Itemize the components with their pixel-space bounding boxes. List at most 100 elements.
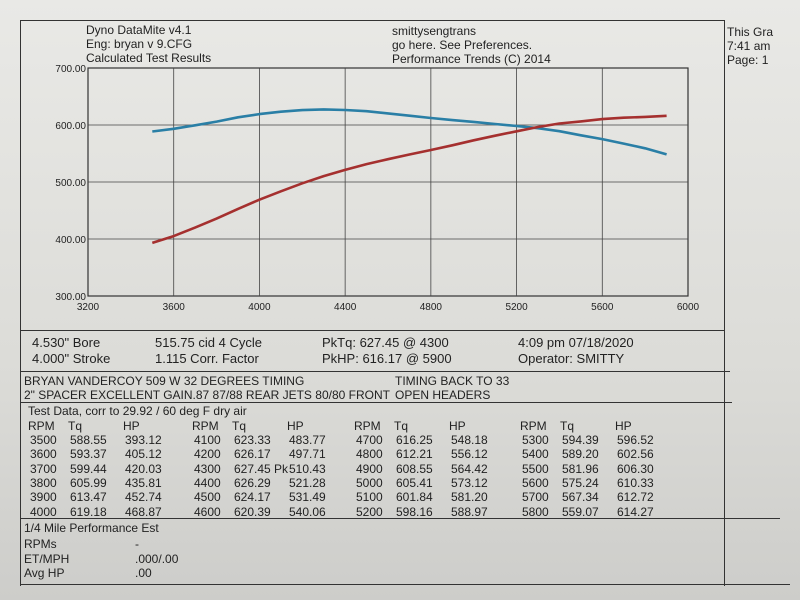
qm-value: .00	[135, 566, 152, 580]
torque-cell: 624.17	[234, 490, 271, 505]
column-header: Tq	[560, 419, 575, 433]
hp-cell: 452.74	[125, 490, 162, 505]
torque-cell: 588.55	[70, 433, 107, 447]
bore: 4.530" Bore	[32, 335, 101, 350]
y-tick-label: 400.00	[55, 235, 86, 246]
torque-cell: 605.41	[396, 475, 433, 490]
column-header: RPM	[354, 419, 381, 433]
rpm-cell: 5200	[356, 504, 383, 519]
hp-cell: 497.71	[289, 447, 326, 462]
divider	[20, 402, 732, 403]
torque-cell: 567.34	[562, 490, 599, 505]
rpm-cell: 5700	[522, 490, 549, 505]
hp-cell: 531.49	[289, 490, 326, 505]
x-tick-label: 6000	[677, 302, 700, 313]
hp-cell: 483.77	[289, 433, 326, 447]
rpm-cell: 4600	[194, 504, 221, 519]
torque-cell: 593.37	[70, 447, 107, 462]
hp-cell: 521.28	[289, 475, 326, 490]
torque-cell: 608.55	[396, 461, 433, 476]
note-line: BRYAN VANDERCOY 509 W 32 DEGREES TIMING	[24, 374, 305, 388]
hp-cell: 540.06	[289, 504, 326, 519]
rpm-cell: 4100	[194, 433, 221, 447]
torque-cell: 626.29	[234, 475, 271, 490]
header-line: Dyno DataMite v4.1	[86, 23, 192, 37]
hp-cell: 610.33	[617, 475, 654, 490]
hp-cell: 614.27	[617, 504, 654, 519]
x-tick-label: 5600	[591, 302, 614, 313]
test-data-title: Test Data, corr to 29.92 / 60 deg F dry …	[28, 404, 247, 418]
peak-torque: PkTq: 627.45 @ 4300	[322, 335, 449, 350]
hp-cell: 548.18	[451, 433, 488, 447]
y-tick-label: 700.00	[55, 64, 86, 75]
torque-cell: 589.20	[562, 447, 599, 462]
rpm-cell: 3600	[30, 447, 57, 462]
column-header: RPM	[192, 419, 219, 433]
rpm-cell: 3700	[30, 461, 57, 476]
divider	[20, 330, 725, 331]
torque-cell: 594.39	[562, 433, 599, 447]
hp-cell: 612.72	[617, 490, 654, 505]
rpm-cell: 3800	[30, 475, 57, 490]
torque-cell: 626.17	[234, 447, 271, 462]
torque-cell: 616.25	[396, 433, 433, 447]
qm-value: .000/.00	[135, 552, 179, 566]
hp-cell: 468.87	[125, 504, 162, 519]
hp-cell: 435.81	[125, 475, 162, 490]
hp-cell: 510.43	[289, 461, 326, 476]
rpm-cell: 4500	[194, 490, 221, 505]
header-line: Page: 1	[727, 53, 769, 67]
datetime: 4:09 pm 07/18/2020	[518, 335, 634, 350]
header-line: Calculated Test Results	[86, 51, 212, 65]
y-tick-label: 500.00	[55, 178, 86, 189]
header-line: Eng: bryan v 9.CFG	[86, 37, 193, 51]
x-tick-label: 3200	[77, 302, 100, 313]
displacement: 515.75 cid 4 Cycle	[155, 335, 262, 350]
quarter-mile-title: 1/4 Mile Performance Est	[24, 521, 159, 535]
rpm-cell: 5600	[522, 475, 549, 490]
dyno-chart: 3200 3600 4000 4400 4800 5200 5600 6000 300.00 40…	[55, 64, 700, 313]
header-line: smittysengtrans	[392, 24, 477, 38]
hp-cell: 573.12	[451, 475, 488, 490]
header-line: 7:41 am	[727, 39, 771, 53]
column-header: Tq	[394, 419, 409, 433]
torque-cell: 612.21	[396, 447, 433, 462]
qm-label: ET/MPH	[24, 552, 70, 566]
hp-cell: 420.03	[125, 461, 162, 476]
header-line: Performance Trends (C) 2014	[392, 52, 551, 66]
y-tick-label: 600.00	[55, 121, 86, 132]
rpm-cell: 4800	[356, 447, 383, 462]
column-header: HP	[449, 419, 466, 433]
hp-cell: 564.42	[451, 461, 488, 476]
torque-cell: 581.96	[562, 461, 599, 476]
column-header: HP	[287, 419, 304, 433]
hp-cell: 588.97	[451, 504, 488, 519]
rpm-cell: 5100	[356, 490, 383, 505]
rpm-cell: 4900	[356, 461, 383, 476]
x-tick-label: 3600	[163, 302, 186, 313]
rpm-cell: 4700	[356, 433, 383, 447]
torque-line	[152, 108, 667, 156]
column-header: RPM	[520, 419, 547, 433]
divider	[20, 371, 730, 372]
header-line: go here. See Preferences.	[392, 38, 533, 52]
column-header: Tq	[232, 419, 247, 433]
torque-cell: 559.07	[562, 504, 599, 519]
column-header: Tq	[68, 419, 83, 433]
column-header: RPM	[28, 419, 55, 433]
hp-cell: 602.56	[617, 447, 654, 462]
hp-cell: 606.30	[617, 461, 654, 476]
x-tick-label: 4000	[248, 302, 271, 313]
stroke: 4.000" Stroke	[32, 351, 111, 366]
header-line: This Gra	[727, 25, 774, 39]
torque-cell: 599.44	[70, 461, 107, 476]
rpm-cell: 3500	[30, 433, 57, 447]
operator: Operator: SMITTY	[518, 351, 625, 366]
qm-value: -	[135, 537, 139, 551]
rpm-cell: 4000	[30, 504, 57, 519]
note-line: OPEN HEADERS	[395, 388, 491, 402]
column-header: HP	[123, 419, 140, 433]
x-tick-label: 5200	[505, 302, 528, 313]
correction-factor: 1.115 Corr. Factor	[155, 351, 259, 366]
